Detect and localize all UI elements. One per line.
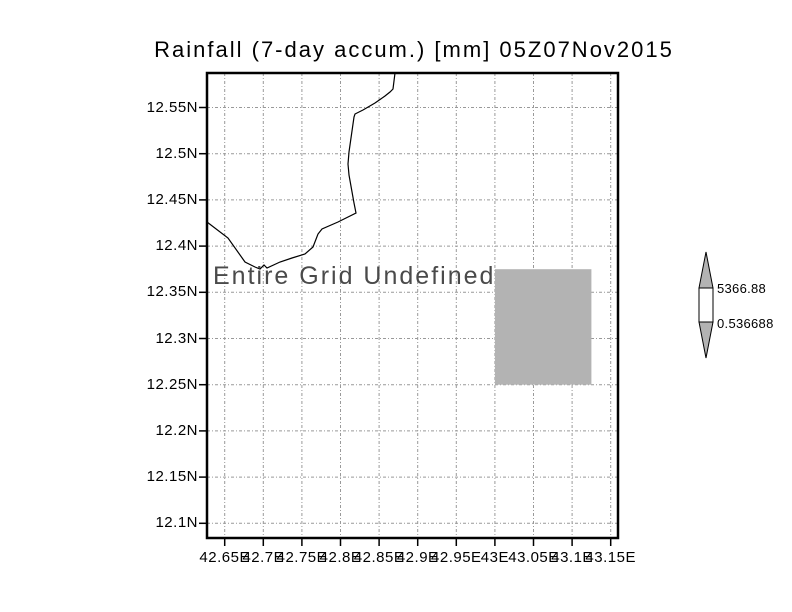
colorbar-arrow [698, 251, 714, 359]
map-frame [205, 71, 620, 540]
coastline-path [206, 72, 396, 270]
x-tick-label: 42.85E [353, 549, 405, 566]
x-tick-label: 43.05E [508, 549, 559, 566]
axis-ticks [199, 106, 612, 546]
x-tick-label: 43.15E [585, 549, 636, 566]
y-tick-label: 12.2N [155, 421, 198, 439]
plot-frame [205, 71, 620, 540]
y-tick-label: 12.15N [146, 468, 198, 486]
y-tick-label: 12.1N [155, 514, 198, 532]
x-tick-label: 42.8E [319, 549, 362, 566]
undefined-region [494, 269, 592, 385]
x-tick-label: 43.1E [551, 549, 593, 566]
x-tick-label: 42.65E [199, 549, 250, 566]
y-tick-label: 12.3N [155, 329, 198, 347]
y-tick-label: 12.4N [155, 237, 198, 255]
undefined-region-rect [494, 269, 592, 385]
y-tick-label: 12.5N [155, 144, 198, 162]
x-tick-label: 43E [480, 549, 509, 566]
y-tick-label: 12.25N [146, 375, 198, 393]
colorbar-min-label: 0.536688 [717, 316, 774, 331]
colorbar-bottom-triangle [698, 321, 714, 359]
chart-title: Rainfall (7-day accum.) [mm] 05Z07Nov201… [154, 37, 674, 62]
x-tick-label: 42.75E [276, 549, 328, 566]
x-tick-label: 42.95E [431, 549, 482, 566]
y-tick-label: 12.35N [146, 283, 198, 301]
coastline [206, 72, 396, 270]
x-tick-label: 42.7E [242, 549, 285, 566]
colorbar-bar [698, 287, 714, 323]
y-tick-label: 12.55N [146, 98, 198, 116]
undefined-annotation: Entire Grid Undefined [213, 262, 496, 290]
colorbar-top-triangle [698, 251, 714, 289]
grid-lines [207, 73, 618, 538]
y-tick-label: 12.45N [146, 190, 198, 208]
x-tick-label: 42.9E [396, 549, 439, 566]
colorbar-max-label: 5366.88 [717, 281, 767, 296]
